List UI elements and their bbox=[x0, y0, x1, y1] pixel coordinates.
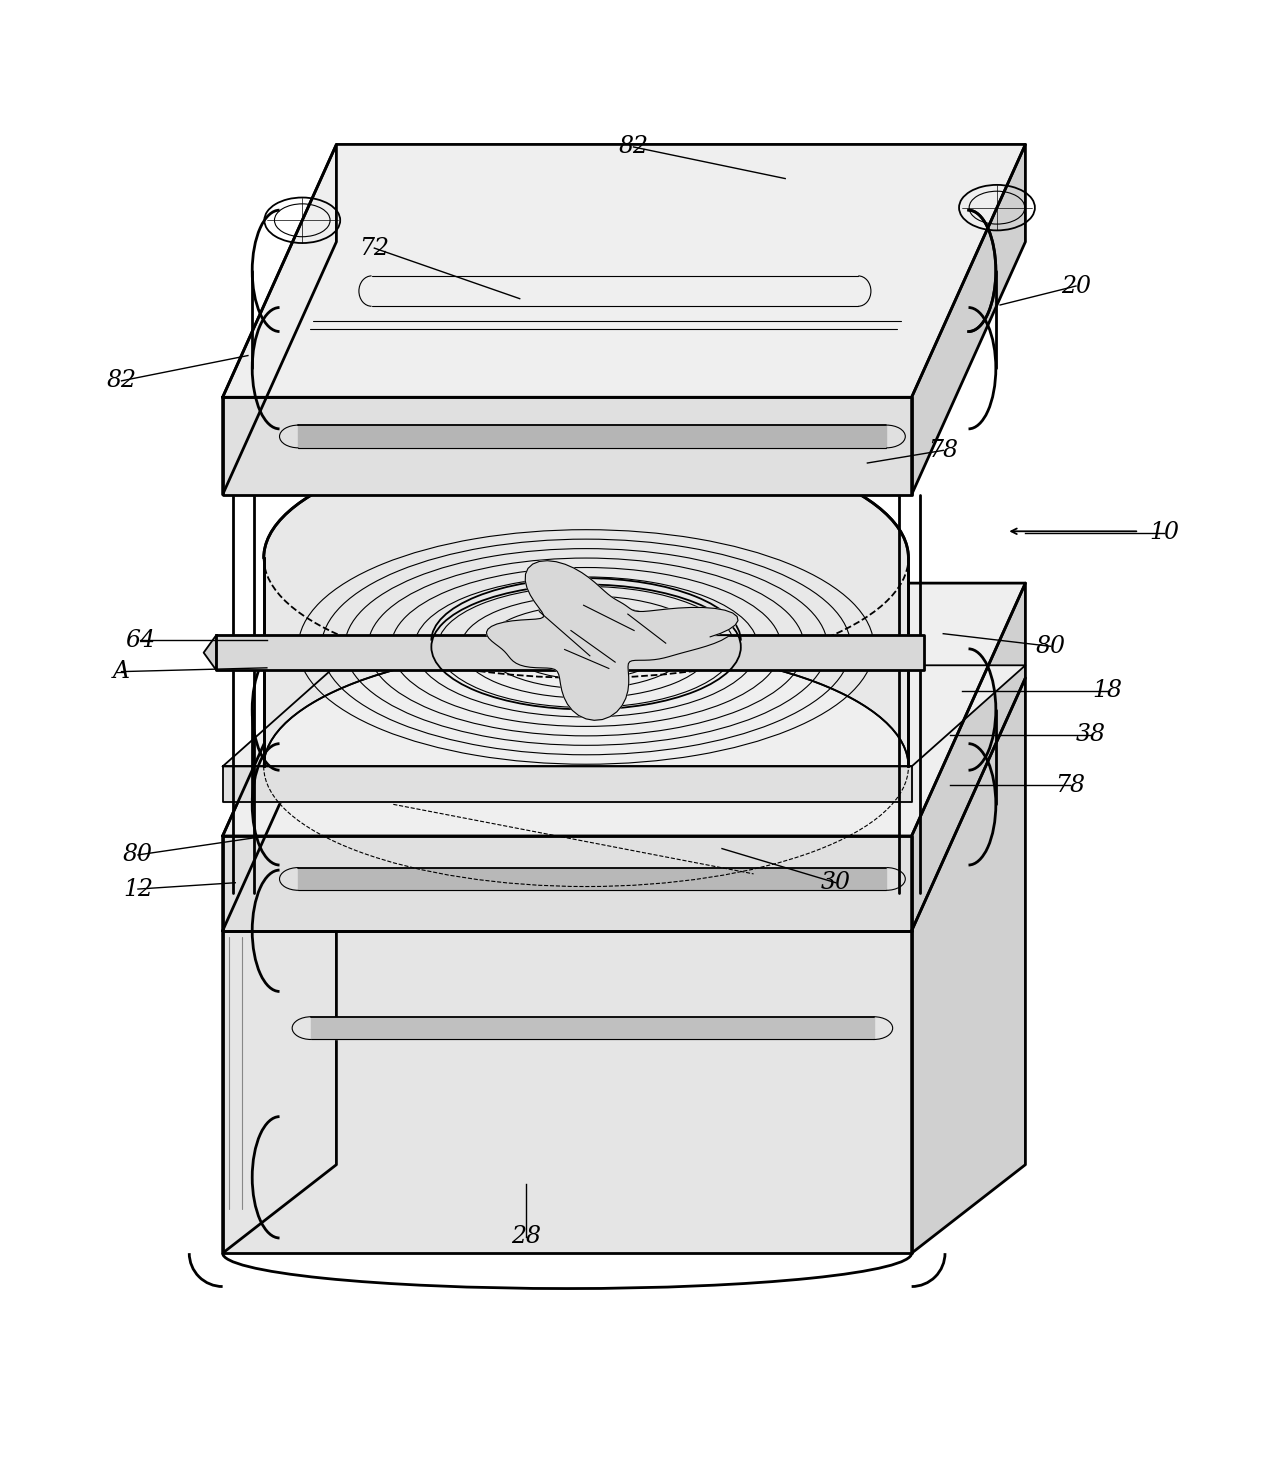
Text: 12: 12 bbox=[123, 877, 153, 900]
Text: 10: 10 bbox=[1149, 522, 1180, 543]
Polygon shape bbox=[299, 425, 887, 447]
Text: 28: 28 bbox=[511, 1225, 541, 1249]
Text: 78: 78 bbox=[1054, 774, 1085, 797]
Polygon shape bbox=[223, 144, 337, 494]
Text: 30: 30 bbox=[821, 871, 850, 895]
Text: 72: 72 bbox=[360, 236, 389, 259]
Polygon shape bbox=[299, 867, 887, 890]
Polygon shape bbox=[912, 583, 1025, 931]
Polygon shape bbox=[312, 1017, 874, 1039]
Polygon shape bbox=[223, 836, 912, 931]
Polygon shape bbox=[264, 437, 908, 766]
Polygon shape bbox=[223, 398, 912, 494]
Polygon shape bbox=[204, 635, 217, 670]
Text: 82: 82 bbox=[618, 136, 649, 159]
Text: 78: 78 bbox=[929, 439, 958, 462]
Polygon shape bbox=[223, 666, 1025, 766]
Polygon shape bbox=[912, 144, 1025, 494]
Text: 18: 18 bbox=[1092, 679, 1123, 702]
Polygon shape bbox=[223, 931, 912, 1253]
Text: 20: 20 bbox=[1060, 274, 1091, 297]
Text: 80: 80 bbox=[123, 844, 153, 867]
Text: 80: 80 bbox=[1035, 635, 1066, 657]
Polygon shape bbox=[223, 678, 337, 1253]
Polygon shape bbox=[223, 766, 912, 801]
Text: 64: 64 bbox=[125, 628, 156, 651]
Polygon shape bbox=[223, 583, 1025, 836]
Polygon shape bbox=[223, 144, 1025, 398]
Polygon shape bbox=[487, 561, 737, 720]
Text: A: A bbox=[113, 660, 131, 683]
Text: 82: 82 bbox=[106, 369, 137, 392]
Text: 38: 38 bbox=[1076, 723, 1106, 746]
Polygon shape bbox=[223, 583, 337, 931]
Polygon shape bbox=[912, 678, 1025, 1253]
Polygon shape bbox=[217, 635, 924, 670]
